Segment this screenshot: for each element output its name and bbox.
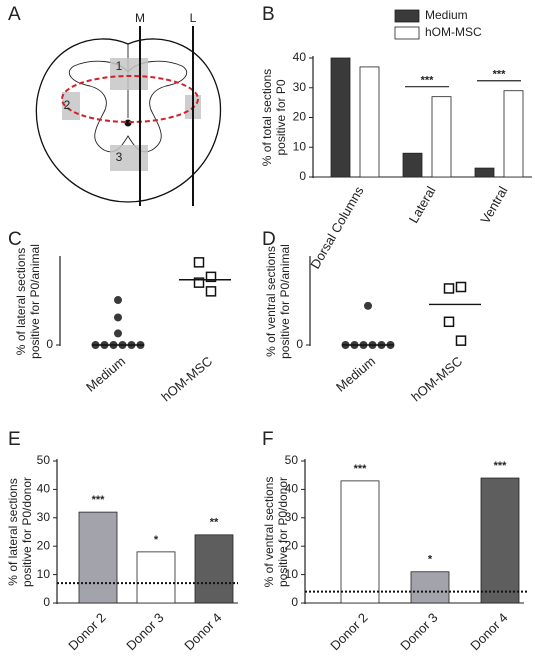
y-axis-label: % of ventral sections — [264, 246, 278, 357]
data-point — [193, 277, 205, 288]
x-tick-label: Donor 3 — [123, 610, 166, 653]
panel-letter: B — [262, 4, 275, 25]
y-tick-label: 0 — [46, 337, 53, 351]
y-axis-label: positive for P0/donor — [20, 477, 34, 587]
region-box — [110, 145, 148, 171]
x-tick-label: Medium — [83, 353, 128, 394]
x-tick-label: Dorsal Columns — [307, 183, 366, 271]
x-tick-label: Lateral — [406, 184, 439, 226]
bar — [474, 167, 495, 178]
y-axis-label: % of lateral sections — [14, 248, 28, 355]
y-axis-label: positive for P0 — [274, 79, 288, 155]
bar — [78, 511, 118, 604]
bar — [136, 551, 176, 604]
y-axis-label: positive for P0/donor — [276, 477, 290, 587]
significance-label: * — [154, 534, 159, 546]
x-tick-label: Donor 4 — [467, 610, 510, 653]
legend-label: hOM-MSC — [425, 25, 482, 39]
y-tick-label: 10 — [37, 567, 51, 581]
line-label: M — [135, 11, 145, 25]
data-point — [455, 335, 467, 346]
data-point — [114, 313, 122, 322]
y-tick-label: 50 — [285, 453, 299, 467]
y-axis-label: positive for P0/animal — [278, 244, 292, 359]
significance-label: * — [428, 554, 433, 566]
y-tick-label: 30 — [37, 510, 51, 524]
panel-letter: A — [8, 4, 21, 25]
bar — [402, 152, 423, 178]
significance-label: *** — [493, 69, 507, 81]
bar — [503, 90, 524, 178]
x-tick-label: Donor 2 — [327, 610, 370, 653]
x-tick-label: hOM-MSC — [158, 353, 215, 404]
region-label: 3 — [116, 150, 123, 164]
central-canal — [124, 119, 132, 127]
data-point — [443, 316, 455, 328]
bar — [480, 477, 520, 604]
x-tick-label: hOM-MSC — [408, 353, 465, 404]
x-tick-label: Donor 2 — [65, 610, 108, 653]
y-axis-label: % of total sections — [260, 69, 274, 166]
y-tick-label: 40 — [293, 50, 307, 64]
x-tick-label: Medium — [333, 353, 378, 394]
bar — [431, 96, 452, 178]
region-box — [110, 58, 148, 90]
y-tick-label: 10 — [285, 567, 299, 581]
bar — [330, 57, 351, 178]
y-tick-label: 20 — [285, 538, 299, 552]
significance-label: *** — [421, 75, 435, 87]
y-tick-label: 20 — [37, 538, 51, 552]
region-label: 1 — [116, 59, 123, 73]
region-label: 2 — [64, 98, 71, 112]
y-tick-label: 0 — [43, 595, 50, 609]
panel-letter: D — [262, 229, 276, 250]
y-tick-label: 20 — [293, 110, 307, 124]
legend-swatch — [394, 9, 420, 23]
y-tick-label: 50 — [37, 453, 51, 467]
significance-label: *** — [354, 463, 368, 475]
y-tick-label: 0 — [296, 337, 303, 351]
data-point — [443, 283, 455, 294]
data-point — [205, 286, 217, 297]
significance-label: ** — [210, 517, 219, 529]
y-axis-label: % of lateral sections — [6, 478, 20, 585]
panel-letter: C — [8, 229, 22, 250]
bar — [194, 534, 234, 604]
x-tick-label: Donor 4 — [181, 610, 224, 653]
y-tick-label: 40 — [37, 482, 51, 496]
bar — [359, 66, 380, 178]
x-tick-label: Ventral — [477, 184, 510, 227]
y-tick-label: 10 — [293, 139, 307, 153]
panel-letter: F — [262, 429, 274, 450]
data-point — [205, 271, 217, 283]
y-tick-label: 0 — [291, 595, 298, 609]
legend-swatch — [394, 26, 420, 40]
legend-label: Medium — [425, 8, 468, 22]
y-tick-label: 40 — [285, 482, 299, 496]
y-tick-label: 0 — [299, 169, 306, 183]
data-point — [455, 281, 467, 293]
y-axis-label: positive for P0/animal — [28, 244, 42, 359]
data-point — [193, 257, 205, 268]
bar — [410, 571, 450, 604]
significance-label: *** — [92, 494, 106, 506]
data-point — [364, 301, 372, 310]
x-tick-label: Donor 3 — [397, 610, 440, 653]
panel-letter: E — [8, 429, 21, 450]
data-point — [114, 329, 122, 338]
dashed-ellipse — [61, 75, 199, 123]
line-label: L — [190, 11, 197, 25]
y-axis-label: % of ventral sections — [262, 477, 276, 588]
y-tick-label: 30 — [293, 80, 307, 94]
panel-a: A M L 1 2 3 — [8, 4, 222, 206]
data-point — [114, 296, 122, 305]
bar — [340, 480, 380, 604]
significance-label: *** — [494, 460, 508, 472]
y-tick-label: 30 — [285, 510, 299, 524]
